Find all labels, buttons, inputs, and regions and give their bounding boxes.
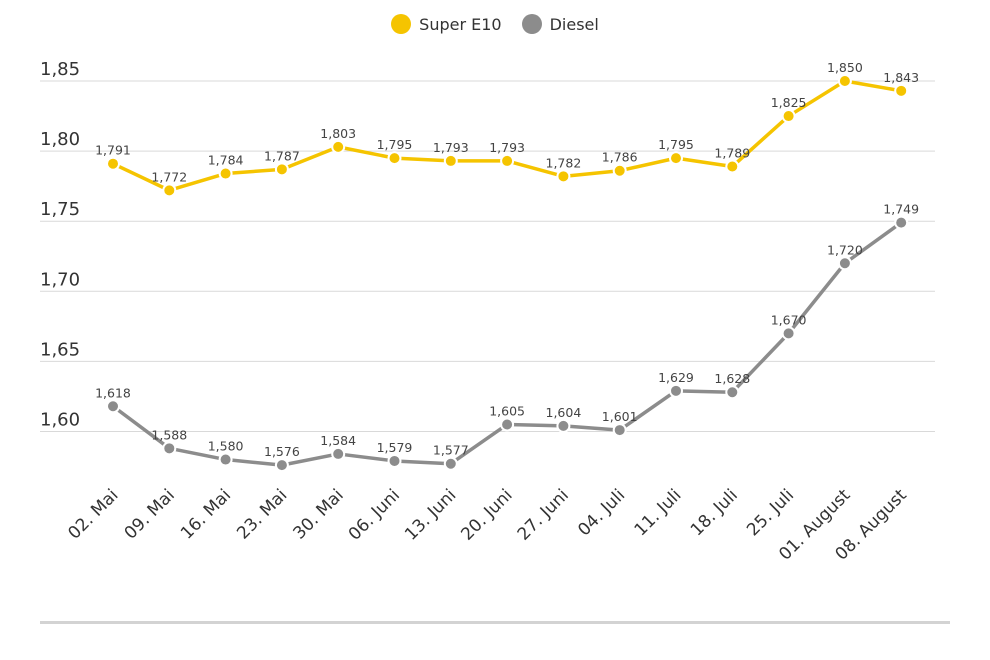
data-label: 1,789	[714, 146, 750, 161]
x-tick-label: 27. Juni	[514, 485, 573, 544]
data-point	[387, 453, 402, 468]
data-label: 1,782	[546, 155, 582, 170]
data-label: 1,749	[883, 202, 919, 217]
data-label: 1,720	[827, 242, 863, 257]
data-point	[556, 418, 571, 433]
x-tick-label: 09. Mai	[121, 485, 179, 543]
y-tick-label: 1,60	[40, 410, 80, 431]
data-label: 1,584	[320, 433, 356, 448]
y-tick-label: 1,70	[40, 269, 80, 290]
data-point	[106, 156, 120, 171]
data-label: 1,795	[377, 137, 413, 152]
data-label: 1,787	[264, 148, 300, 163]
chart-legend: Super E10 Diesel	[0, 14, 990, 34]
data-label: 1,601	[602, 409, 638, 424]
x-tick-label: 04. Juli	[574, 485, 629, 540]
legend-swatch-diesel	[521, 14, 542, 34]
data-point	[612, 163, 627, 178]
legend-label-diesel: Diesel	[549, 14, 599, 34]
data-label: 1,576	[264, 444, 300, 459]
data-point	[162, 183, 177, 198]
x-tick-label: 06. Juni	[345, 485, 404, 544]
data-point	[669, 383, 683, 398]
data-label: 1,803	[320, 126, 356, 141]
data-point	[274, 458, 289, 473]
data-label: 1,786	[602, 150, 638, 165]
data-point	[443, 153, 458, 168]
data-point	[500, 153, 515, 168]
x-tick-label: 02. Mai	[64, 485, 122, 543]
x-tick-label: 11. Juli	[631, 485, 686, 540]
data-point	[556, 169, 571, 184]
data-point	[894, 83, 909, 98]
x-tick-label: 25. Juli	[743, 485, 798, 540]
y-tick-label: 1,80	[40, 129, 80, 150]
data-label: 1,605	[489, 403, 525, 418]
data-point	[218, 166, 233, 181]
data-label: 1,793	[489, 140, 525, 155]
legend-label-super-e10: Super E10	[419, 14, 502, 34]
data-point	[162, 441, 177, 456]
y-tick-label: 1,85	[40, 59, 80, 80]
data-label: 1,850	[827, 60, 863, 75]
data-label: 1,791	[95, 143, 131, 158]
data-label: 1,579	[377, 440, 413, 455]
data-point	[837, 256, 852, 271]
x-tick-label: 18. Juli	[687, 485, 742, 540]
data-point	[781, 109, 796, 124]
x-tick-label: 16. Mai	[177, 485, 235, 543]
x-tick-label: 30. Mai	[290, 485, 348, 543]
data-label: 1,577	[433, 443, 469, 458]
data-label: 1,825	[771, 95, 807, 110]
data-label: 1,843	[883, 70, 919, 85]
legend-swatch-super-e10	[391, 14, 412, 34]
data-point	[837, 74, 852, 88]
data-point	[331, 446, 346, 461]
x-tick-label: 23. Mai	[233, 485, 291, 543]
data-point	[725, 159, 740, 174]
data-point	[106, 399, 120, 414]
data-label: 1,670	[771, 312, 807, 327]
y-tick-label: 1,65	[40, 339, 80, 360]
data-point	[612, 423, 627, 438]
data-point	[725, 385, 740, 400]
data-label: 1,618	[95, 385, 131, 400]
legend-item-super-e10: Super E10	[391, 14, 502, 34]
data-point	[894, 215, 909, 230]
bottom-divider	[40, 621, 950, 624]
data-point	[669, 151, 683, 166]
data-label: 1,628	[714, 371, 750, 386]
data-label: 1,793	[433, 140, 469, 155]
legend-item-diesel: Diesel	[521, 14, 599, 34]
data-point	[218, 452, 233, 467]
data-label: 1,580	[208, 439, 244, 454]
data-point	[443, 456, 458, 471]
y-tick-label: 1,75	[40, 199, 80, 220]
data-label: 1,772	[151, 169, 187, 184]
data-label: 1,588	[151, 427, 187, 442]
data-label: 1,784	[208, 153, 244, 168]
data-point	[274, 162, 289, 177]
data-label: 1,629	[658, 370, 694, 385]
data-point	[331, 139, 346, 154]
data-label: 1,604	[546, 405, 582, 420]
x-tick-label: 13. Juni	[401, 485, 460, 544]
data-point	[500, 417, 515, 432]
data-label: 1,795	[658, 137, 694, 152]
data-point	[387, 151, 402, 166]
data-point	[781, 326, 796, 341]
x-tick-label: 20. Juni	[457, 485, 516, 544]
